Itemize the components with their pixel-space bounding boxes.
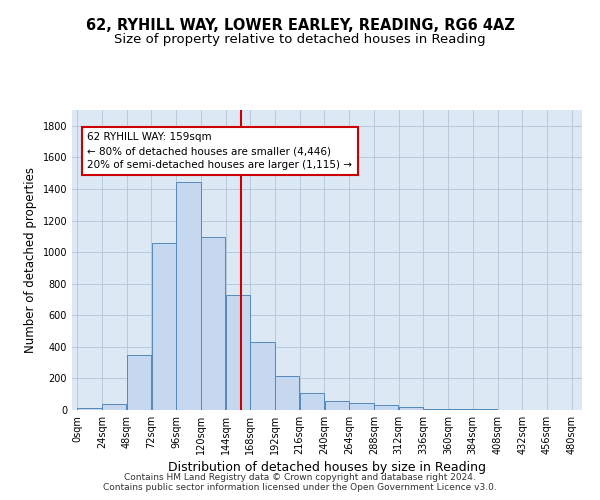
Bar	[300, 394, 324, 410]
Bar	[201, 237, 225, 410]
Bar	[374, 406, 398, 410]
Bar	[226, 294, 250, 410]
Bar	[424, 409, 448, 410]
Text: 62, RYHILL WAY, LOWER EARLEY, READING, RG6 4AZ: 62, RYHILL WAY, LOWER EARLEY, READING, R…	[86, 18, 514, 32]
Text: 62 RYHILL WAY: 159sqm
← 80% of detached houses are smaller (4,446)
20% of semi-d: 62 RYHILL WAY: 159sqm ← 80% of detached …	[88, 132, 352, 170]
Bar	[275, 376, 299, 410]
Text: Contains HM Land Registry data © Crown copyright and database right 2024.: Contains HM Land Registry data © Crown c…	[124, 472, 476, 482]
Y-axis label: Number of detached properties: Number of detached properties	[24, 167, 37, 353]
Bar	[448, 409, 473, 410]
Text: Size of property relative to detached houses in Reading: Size of property relative to detached ho…	[114, 32, 486, 46]
Text: Contains public sector information licensed under the Open Government Licence v3: Contains public sector information licen…	[103, 484, 497, 492]
Bar	[473, 409, 497, 410]
Bar	[176, 182, 200, 410]
Bar	[349, 403, 374, 410]
Bar	[325, 402, 349, 410]
Bar	[77, 408, 101, 410]
Bar	[399, 407, 423, 410]
X-axis label: Distribution of detached houses by size in Reading: Distribution of detached houses by size …	[168, 461, 486, 474]
Bar	[250, 342, 275, 410]
Bar	[152, 244, 176, 410]
Bar	[102, 404, 127, 410]
Bar	[127, 354, 151, 410]
